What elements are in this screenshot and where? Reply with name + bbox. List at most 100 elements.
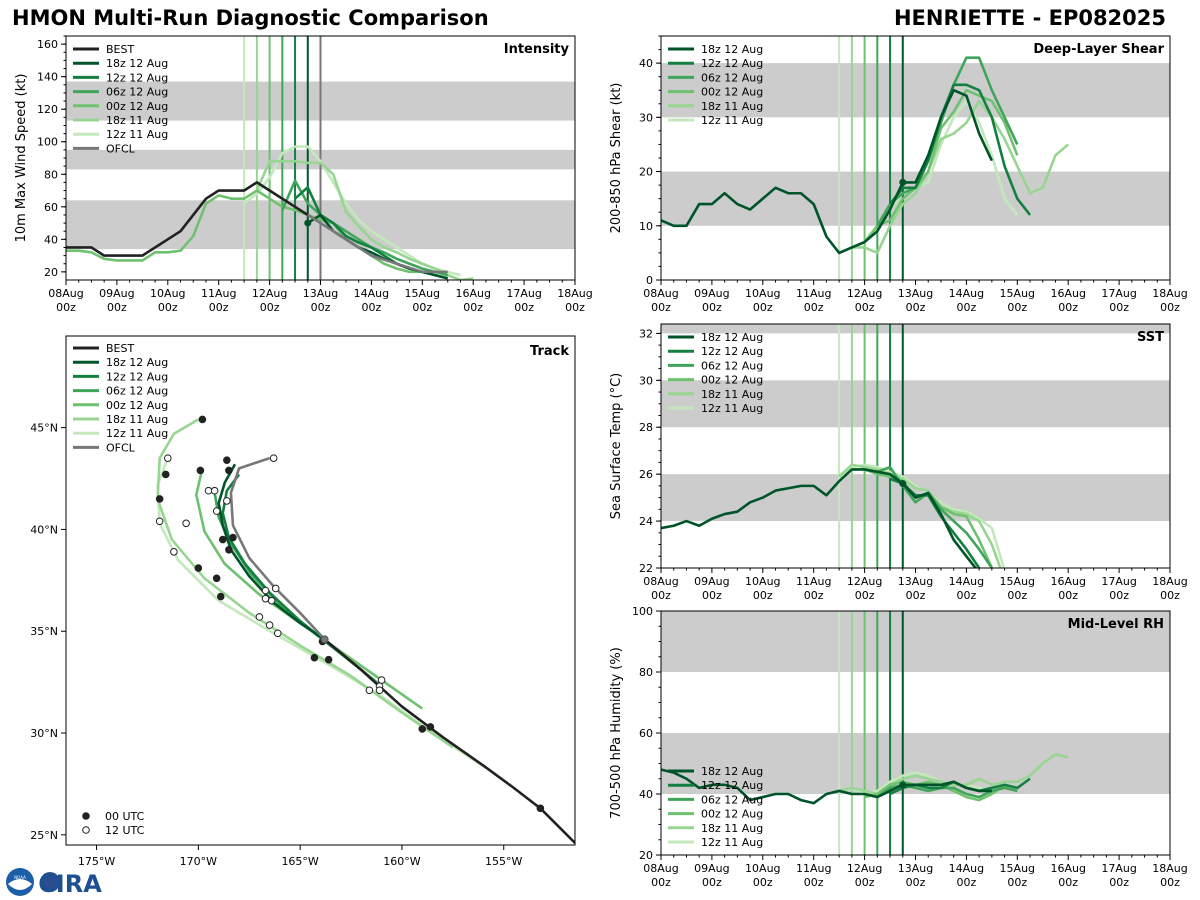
series-line-18z-12-aug	[661, 768, 992, 805]
y-tick-label: 40	[44, 233, 58, 246]
x-tick-label: 160°W	[383, 855, 420, 868]
track-point-00utc	[194, 564, 203, 572]
y-axis-label: 10m Max Wind Speed (kt)	[14, 74, 29, 243]
x-tick-label: 155°W	[485, 855, 522, 868]
x-tick-label-hour: 00z	[1109, 876, 1129, 889]
x-tick-label-day: 10Aug	[745, 287, 780, 300]
track-point-00utc	[196, 466, 205, 475]
y-tick-label: 20	[639, 166, 653, 179]
x-tick-label-day: 14Aug	[949, 862, 984, 875]
x-tick-label-hour: 00z	[906, 589, 926, 602]
y-tick-label: 140	[37, 71, 58, 84]
legend-label-12z-12-aug: 12z 12 Aug	[701, 57, 763, 70]
analysis-point	[899, 781, 907, 789]
x-tick-label-hour: 00z	[362, 301, 382, 314]
x-tick-label-day: 14Aug	[949, 575, 984, 588]
legend-label-06z-12-aug: 06z 12 Aug	[701, 71, 763, 84]
x-tick-label-hour: 00z	[906, 876, 926, 889]
y-tick-label: 80	[639, 666, 653, 679]
legend-marker-label: 00 UTC	[105, 810, 145, 823]
series-line-18z-11-aug	[255, 159, 474, 280]
page-title: HMON Multi-Run Diagnostic Comparison	[12, 6, 489, 30]
legend-label-00z-12-aug: 00z 12 Aug	[701, 86, 763, 99]
x-tick-label-hour: 00z	[804, 301, 824, 314]
x-tick-label-hour: 00z	[1007, 589, 1027, 602]
x-tick-label-day: 11Aug	[796, 287, 831, 300]
x-tick-label-day: 09Aug	[694, 862, 729, 875]
track-point-12utc	[261, 594, 270, 603]
reference-band	[661, 611, 1170, 672]
x-tick-label-hour: 00z	[260, 301, 280, 314]
y-tick-label: 24	[639, 515, 653, 528]
x-tick-label-day: 14Aug	[949, 287, 984, 300]
series-line-06z-12-aug	[281, 179, 449, 277]
y-tick-label: 40	[639, 57, 653, 70]
reference-band	[661, 63, 1170, 118]
reference-band	[661, 324, 1170, 334]
y-tick-label: 10	[639, 220, 653, 233]
x-tick-label-hour: 00z	[412, 301, 432, 314]
x-tick-label-hour: 00z	[906, 301, 926, 314]
y-tick-label: 40	[639, 788, 653, 801]
x-tick-label-hour: 00z	[107, 301, 127, 314]
x-tick-label-hour: 00z	[702, 876, 722, 889]
legend-label-ofcl: OFCL	[106, 441, 136, 454]
x-tick-label-day: 18Aug	[557, 287, 592, 300]
x-tick-label-hour: 00z	[957, 876, 977, 889]
track-point-12utc	[265, 621, 274, 629]
x-tick-label-day: 13Aug	[303, 287, 338, 300]
panel-title: SST	[1137, 330, 1164, 345]
x-tick-label: 165°W	[281, 855, 318, 868]
x-tick-label-day: 08Aug	[643, 287, 678, 300]
track-line-00z-12-aug	[195, 468, 424, 710]
track-point-00utc	[155, 495, 164, 503]
track-point-12utc	[273, 629, 282, 638]
track-point-12utc	[365, 686, 374, 695]
x-tick-label-hour: 00z	[1007, 876, 1027, 889]
track-point-12utc	[170, 548, 178, 556]
x-tick-label-day: 09Aug	[694, 575, 729, 588]
x-tick-label-hour: 00z	[1109, 301, 1129, 314]
track-point-00utc	[212, 574, 221, 583]
y-tick-label: 45°N	[30, 422, 58, 435]
x-tick-label-hour: 00z	[702, 589, 722, 602]
x-tick-label-day: 17Aug	[1101, 287, 1136, 300]
track-point-12utc	[261, 586, 270, 595]
panel-title: Intensity	[504, 42, 570, 57]
legend-label-12z-12-aug: 12z 12 Aug	[701, 779, 763, 792]
y-tick-label: 32	[639, 327, 653, 340]
legend-label-12z-11-aug: 12z 11 Aug	[106, 128, 168, 141]
y-axis-label: Sea Surface Temp (°C)	[609, 373, 624, 520]
x-tick-label-hour: 00z	[1160, 876, 1180, 889]
track-point-00utc	[536, 804, 545, 813]
y-tick-label: 120	[37, 103, 58, 116]
legend-label-best: BEST	[106, 342, 134, 355]
series-line-18z-12-aug	[661, 468, 978, 568]
track-point-00utc	[426, 723, 435, 731]
x-tick-label-day: 18Aug	[1152, 287, 1187, 300]
track-point-00utc	[216, 592, 225, 601]
sst-panel: 08Aug00z09Aug00z10Aug00z11Aug00z12Aug00z…	[609, 323, 1188, 602]
x-tick-label-hour: 00z	[753, 301, 773, 314]
x-tick-label-hour: 00z	[209, 301, 229, 314]
x-tick-label-day: 15Aug	[1000, 575, 1035, 588]
legend-label-00z-12-aug: 00z 12 Aug	[701, 808, 763, 821]
series-line-ofcl	[307, 213, 448, 274]
x-tick-label-hour: 00z	[1058, 589, 1078, 602]
reference-band	[661, 380, 1170, 428]
analysis-point	[304, 219, 312, 227]
track-point-12utc	[267, 596, 276, 605]
track-line-ofcl	[229, 456, 326, 641]
x-tick-label-hour: 00z	[463, 301, 483, 314]
track-point-00utc	[223, 456, 231, 464]
plot-frame	[65, 335, 576, 846]
y-tick-label: 30	[639, 374, 653, 387]
y-tick-label: 60	[639, 727, 653, 740]
legend-label-18z-12-aug: 18z 12 Aug	[701, 331, 763, 344]
legend-label-06z-12-aug: 06z 12 Aug	[106, 385, 168, 398]
x-tick-label: 175°W	[78, 855, 115, 868]
y-tick-label: 20	[639, 849, 653, 862]
x-tick-label-hour: 00z	[1007, 301, 1027, 314]
track-point-00utc	[229, 533, 237, 542]
x-tick-label-hour: 00z	[855, 301, 875, 314]
